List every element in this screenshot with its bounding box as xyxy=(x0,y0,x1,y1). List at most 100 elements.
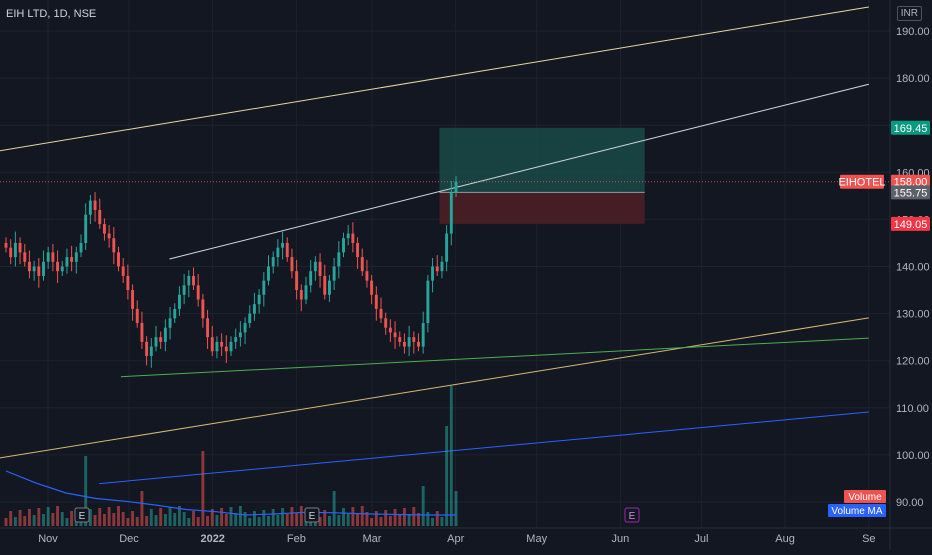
candle-body[interactable] xyxy=(342,238,345,253)
volume-label[interactable] xyxy=(844,490,886,503)
candle-body[interactable] xyxy=(70,257,74,262)
candle-body[interactable] xyxy=(281,242,285,248)
candle-body[interactable] xyxy=(18,242,22,253)
candle-body[interactable] xyxy=(337,252,341,267)
candle-body[interactable] xyxy=(126,275,130,291)
candle-body[interactable] xyxy=(421,323,425,347)
candle-body[interactable] xyxy=(56,261,60,272)
candle-body[interactable] xyxy=(224,346,228,352)
candle-body[interactable] xyxy=(370,280,374,295)
candle-body[interactable] xyxy=(412,337,416,342)
candle-body[interactable] xyxy=(163,327,167,342)
candle-body[interactable] xyxy=(60,266,64,272)
candle-body[interactable] xyxy=(177,294,181,309)
candle-body[interactable] xyxy=(112,238,116,253)
candle-body[interactable] xyxy=(135,308,139,324)
candle-body[interactable] xyxy=(407,337,411,347)
candle-body[interactable] xyxy=(9,247,13,258)
candle-body[interactable] xyxy=(276,247,280,258)
candle-body[interactable] xyxy=(182,285,186,295)
candle-body[interactable] xyxy=(327,280,331,295)
candle-body[interactable] xyxy=(117,252,120,267)
candle-body[interactable] xyxy=(154,337,158,347)
candle-body[interactable] xyxy=(304,285,308,300)
candle-body[interactable] xyxy=(93,200,97,210)
candle-body[interactable] xyxy=(98,209,102,225)
candle-body[interactable] xyxy=(374,294,378,309)
candle-body[interactable] xyxy=(159,337,163,342)
candle-body[interactable] xyxy=(379,308,383,319)
candle-body[interactable] xyxy=(267,266,270,281)
volume-ma-label[interactable] xyxy=(828,504,886,517)
trendline-volume-trend[interactable] xyxy=(99,411,869,485)
candle-body[interactable] xyxy=(388,327,392,333)
candle-body[interactable] xyxy=(107,233,111,239)
candle-body[interactable] xyxy=(384,318,388,328)
candle-body[interactable] xyxy=(445,233,449,262)
candle-body[interactable] xyxy=(398,337,402,342)
candle-body[interactable] xyxy=(42,261,45,276)
candle-body[interactable] xyxy=(145,341,149,356)
candle-body[interactable] xyxy=(79,242,83,253)
last-price-tag[interactable] xyxy=(891,174,930,189)
candle-body[interactable] xyxy=(365,271,369,281)
candle-body[interactable] xyxy=(192,275,195,286)
candle-body[interactable] xyxy=(37,266,41,276)
candle-body[interactable] xyxy=(313,261,317,272)
candle-body[interactable] xyxy=(229,341,233,352)
earnings-marker[interactable] xyxy=(624,507,640,523)
candle-body[interactable] xyxy=(257,294,261,305)
candle-body[interactable] xyxy=(187,275,191,286)
candle-body[interactable] xyxy=(84,214,88,243)
candle-body[interactable] xyxy=(173,308,177,319)
candle-body[interactable] xyxy=(215,341,219,352)
candle-body[interactable] xyxy=(285,242,289,258)
candle-body[interactable] xyxy=(295,271,299,291)
candle-body[interactable] xyxy=(431,266,435,281)
candle-body[interactable] xyxy=(46,252,50,262)
candle-body[interactable] xyxy=(426,280,430,324)
candle-body[interactable] xyxy=(149,346,153,356)
candle-body[interactable] xyxy=(271,257,275,267)
candle-body[interactable] xyxy=(262,280,266,295)
target-zone[interactable] xyxy=(439,127,645,193)
candle-body[interactable] xyxy=(51,252,55,262)
candle-body[interactable] xyxy=(140,323,144,342)
target-price-tag[interactable] xyxy=(891,120,930,135)
candle-body[interactable] xyxy=(210,337,214,352)
candle-body[interactable] xyxy=(360,257,364,272)
trendline-channel-lower[interactable] xyxy=(0,317,869,462)
symbol-tag[interactable] xyxy=(840,174,884,189)
entry-price-tag[interactable] xyxy=(891,185,930,200)
stop-price-tag[interactable] xyxy=(891,216,930,231)
candle-body[interactable] xyxy=(74,252,78,262)
candle-body[interactable] xyxy=(248,313,252,324)
candle-body[interactable] xyxy=(309,271,313,286)
candle-body[interactable] xyxy=(346,233,350,239)
candle-body[interactable] xyxy=(290,257,294,272)
stop-zone[interactable] xyxy=(439,192,645,224)
candle-body[interactable] xyxy=(402,341,406,347)
candle-body[interactable] xyxy=(13,242,17,258)
candle-body[interactable] xyxy=(356,242,360,258)
earnings-marker[interactable] xyxy=(74,507,90,523)
candle-body[interactable] xyxy=(88,200,92,215)
candle-body[interactable] xyxy=(351,233,355,243)
candle-body[interactable] xyxy=(323,275,327,295)
candle-body[interactable] xyxy=(32,266,36,272)
candle-body[interactable] xyxy=(252,304,256,314)
candle-body[interactable] xyxy=(168,318,172,328)
candle-body[interactable] xyxy=(196,285,200,300)
candle-body[interactable] xyxy=(4,242,8,248)
candle-body[interactable] xyxy=(454,181,458,193)
candle-body[interactable] xyxy=(131,290,135,309)
currency-label[interactable]: INR xyxy=(896,6,922,21)
candle-body[interactable] xyxy=(121,266,125,276)
candle-body[interactable] xyxy=(440,261,444,272)
candle-body[interactable] xyxy=(102,224,106,234)
candle-body[interactable] xyxy=(393,332,397,338)
candle-body[interactable] xyxy=(318,261,322,276)
candle-body[interactable] xyxy=(27,261,31,272)
